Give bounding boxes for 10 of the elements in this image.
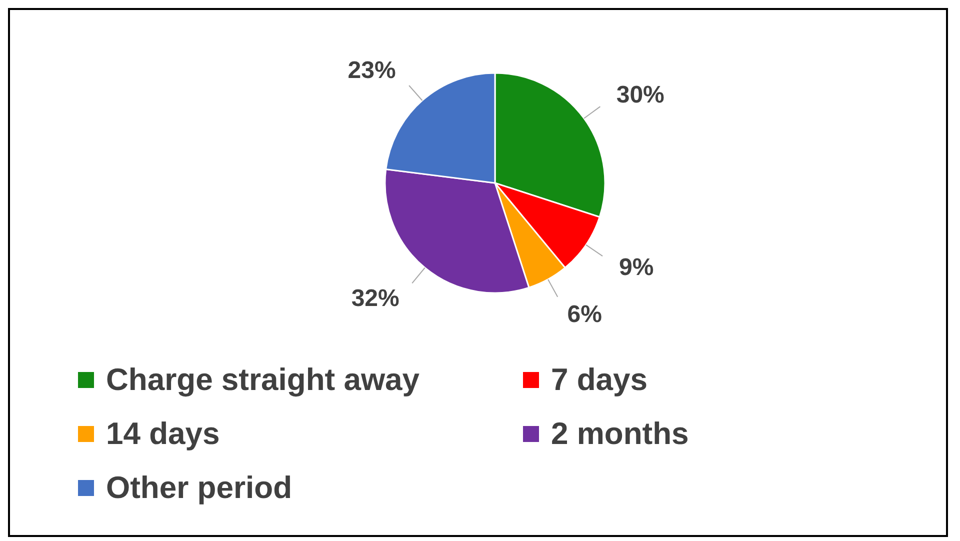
legend-label: 14 days <box>106 416 220 452</box>
data-label: 9% <box>619 254 654 281</box>
legend-label: 2 months <box>551 416 689 452</box>
data-label: 23% <box>348 56 396 84</box>
data-label: 6% <box>567 300 602 328</box>
legend-label: Charge straight away <box>106 362 420 398</box>
data-label: 30% <box>616 81 664 108</box>
legend-label: 7 days <box>551 362 648 398</box>
data-label: 32% <box>351 285 400 312</box>
legend-label: Other period <box>106 470 292 506</box>
